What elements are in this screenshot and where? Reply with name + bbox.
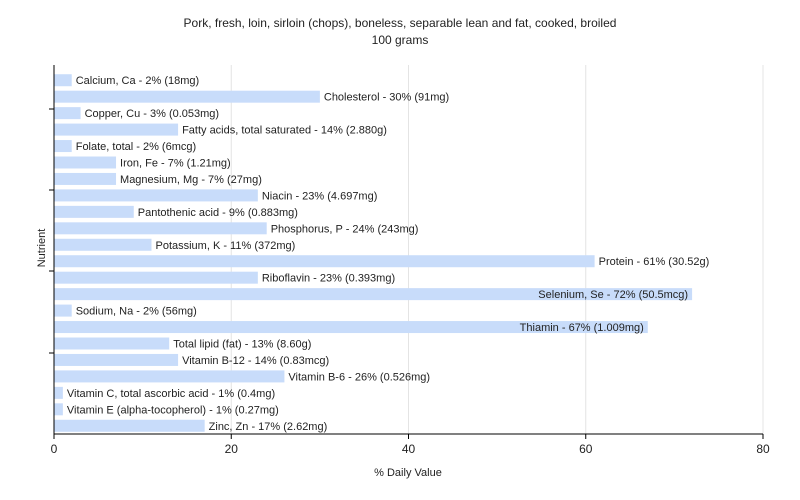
bar <box>54 288 693 301</box>
bar <box>54 74 72 87</box>
bar <box>54 222 267 235</box>
bar <box>54 386 63 399</box>
bar <box>54 205 134 218</box>
bar-label: Protein - 61% (30.52g) <box>599 256 710 268</box>
chart-title: Pork, fresh, loin, sirloin (chops), bone… <box>184 16 617 30</box>
bar-label: Phosphorus, P - 24% (243mg) <box>271 223 419 235</box>
bar-label: Zinc, Zn - 17% (2.62mg) <box>209 421 328 433</box>
bar-label: Vitamin B-6 - 26% (0.526mg) <box>288 371 430 383</box>
bar-label: Riboflavin - 23% (0.393mg) <box>262 273 395 285</box>
bar-label: Iron, Fe - 7% (1.21mg) <box>120 158 231 170</box>
x-tick-label: 0 <box>51 442 58 456</box>
bar <box>54 353 179 366</box>
bar <box>54 189 258 202</box>
bar-label: Vitamin E (alpha-tocopherol) - 1% (0.27m… <box>67 404 279 416</box>
bar <box>54 271 258 284</box>
bar-label: Magnesium, Mg - 7% (27mg) <box>120 174 262 186</box>
bar-label: Pantothenic acid - 9% (0.883mg) <box>138 207 298 219</box>
bar-label: Vitamin C, total ascorbic acid - 1% (0.4… <box>67 388 275 400</box>
bar <box>54 140 72 153</box>
x-tick-label: 20 <box>225 442 239 456</box>
bar-label: Selenium, Se - 72% (50.5mcg) <box>538 289 688 301</box>
bar-label: Potassium, K - 11% (372mg) <box>155 240 295 252</box>
bar-label: Cholesterol - 30% (91mg) <box>324 92 449 104</box>
x-tick-label: 60 <box>579 442 593 456</box>
bar-label: Vitamin B-12 - 14% (0.83mcg) <box>182 355 329 367</box>
bar <box>54 255 595 268</box>
bar <box>54 90 320 103</box>
bar <box>54 419 205 432</box>
x-tick-label: 40 <box>402 442 416 456</box>
bar <box>54 156 117 169</box>
bar-label: Total lipid (fat) - 13% (8.60g) <box>173 339 311 351</box>
bar <box>54 172 117 185</box>
y-axis-title: Nutrient <box>36 229 48 268</box>
axes: 0 20 40 60 80 <box>49 65 770 456</box>
bar <box>54 107 81 120</box>
bar <box>54 304 72 317</box>
bar-label: Sodium, Na - 2% (56mg) <box>76 306 197 318</box>
bar <box>54 403 63 416</box>
bars: Calcium, Ca - 2% (18mg) Cholesterol - 30%… <box>54 74 709 433</box>
bar <box>54 370 285 383</box>
bar-label: Thiamin - 67% (1.009mg) <box>520 322 644 334</box>
bar <box>54 321 648 334</box>
bar-label: Folate, total - 2% (6mcg) <box>76 141 196 153</box>
x-tick-label: 80 <box>756 442 770 456</box>
bar-label: Copper, Cu - 3% (0.053mg) <box>85 108 220 120</box>
chart-subtitle: 100 grams <box>372 33 429 47</box>
bar-label: Fatty acids, total saturated - 14% (2.88… <box>182 125 387 137</box>
x-axis-title: % Daily Value <box>374 467 442 479</box>
bar <box>54 337 170 350</box>
bar <box>54 123 179 136</box>
bar <box>54 238 152 251</box>
bar-label: Niacin - 23% (4.697mg) <box>262 190 378 202</box>
bar-label: Calcium, Ca - 2% (18mg) <box>76 75 199 87</box>
